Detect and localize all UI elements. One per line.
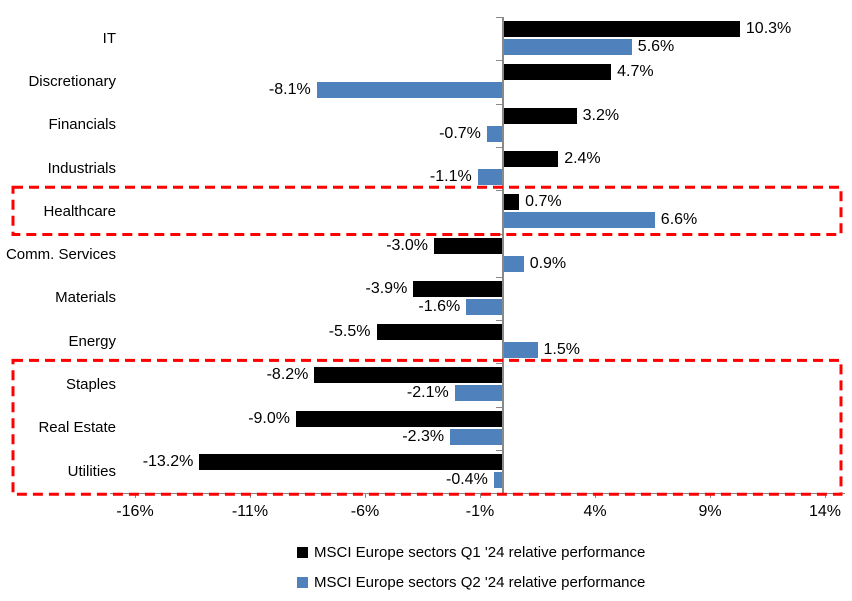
bar-q1 (503, 64, 612, 81)
bar-q2 (477, 168, 503, 185)
category-axis-tick (496, 276, 503, 278)
category-label: Utilities (67, 462, 116, 480)
bar-q2 (503, 342, 538, 359)
category-axis-tick (496, 60, 503, 62)
value-axis-tick (595, 493, 596, 499)
category-axis-tick (496, 363, 503, 365)
category-label: Industrials (47, 159, 116, 177)
bar-q1 (199, 454, 503, 470)
legend-swatch-q1-icon (297, 546, 308, 558)
value-label: 0.9% (529, 254, 567, 272)
value-label: -5.5% (328, 323, 371, 341)
category-axis-tick (496, 320, 503, 322)
bar-q1 (376, 324, 503, 341)
value-label: 3.2% (582, 106, 620, 124)
value-label: 4.7% (617, 63, 654, 81)
bar-q1 (503, 21, 740, 37)
bar-q1 (503, 150, 559, 167)
value-label: -13.2% (142, 453, 194, 470)
bar-q1 (434, 237, 503, 254)
category-axis-line (502, 17, 504, 494)
bar-q2 (503, 255, 524, 272)
category-label: Energy (68, 332, 116, 350)
value-label: -9.0% (248, 409, 290, 427)
category-axis-tick (496, 190, 503, 192)
value-label: 2.4% (564, 149, 601, 167)
legend-item-q2: MSCI Europe sectors Q2 '24 relative perf… (297, 567, 645, 597)
value-label: 0.7% (525, 193, 562, 211)
bar-q2 (486, 125, 503, 142)
value-label: -8.1% (268, 81, 311, 99)
value-axis-tick-label: 4% (583, 503, 607, 521)
value-label: 6.6% (660, 211, 698, 229)
bar-q1 (314, 367, 503, 384)
value-axis-tick (135, 493, 136, 499)
value-label: 10.3% (745, 20, 792, 37)
value-label: -2.3% (402, 427, 445, 445)
bar-q1 (296, 410, 503, 427)
value-label: -3.9% (365, 279, 408, 297)
bar-q1 (503, 107, 577, 124)
value-label: 5.6% (637, 38, 675, 55)
bar-q2 (503, 39, 632, 55)
bar-q2 (450, 428, 503, 445)
category-axis-tick (496, 17, 503, 18)
legend-label-q1: MSCI Europe sectors Q1 '24 relative perf… (314, 543, 646, 561)
bar-q2 (316, 82, 503, 99)
value-axis-tick (250, 493, 251, 499)
value-label: 1.5% (543, 341, 580, 359)
value-label: -1.1% (429, 167, 472, 185)
value-axis-tick-label: 14% (808, 503, 842, 521)
bar-q2 (466, 298, 503, 315)
bar-q1 (413, 280, 503, 297)
bar-q1 (503, 194, 520, 211)
value-axis-tick-label: -1% (465, 503, 495, 521)
legend-swatch-q2-icon (297, 576, 308, 588)
value-label: -1.6% (418, 297, 461, 315)
category-label: Staples (65, 376, 116, 394)
value-label: -8.2% (266, 366, 309, 384)
category-label: Materials (55, 289, 116, 307)
bar-q2 (503, 212, 655, 229)
value-label: -0.4% (446, 471, 488, 488)
category-axis-tick (496, 406, 503, 408)
category-axis-tick (496, 146, 503, 148)
value-axis-tick (480, 493, 481, 499)
category-label: Comm. Services (5, 246, 116, 264)
value-axis-tick (825, 493, 826, 499)
value-axis-line (110, 493, 845, 495)
bar-q2 (454, 385, 503, 402)
legend-item-q1: MSCI Europe sectors Q1 '24 relative perf… (297, 537, 645, 567)
value-label: -3.0% (386, 236, 428, 254)
category-axis-tick (496, 103, 503, 105)
category-axis-tick (496, 450, 503, 451)
value-axis-tick-label: 9% (698, 503, 722, 521)
value-axis-tick-label: -11% (231, 503, 269, 521)
value-axis-tick (710, 493, 711, 499)
legend: MSCI Europe sectors Q1 '24 relative perf… (297, 537, 645, 597)
value-label: -2.1% (406, 384, 449, 402)
category-axis-tick (496, 233, 503, 235)
category-label: Healthcare (43, 202, 116, 220)
category-label: IT (102, 29, 116, 47)
value-axis-tick-label: -6% (350, 503, 380, 521)
value-axis-tick (365, 493, 366, 499)
legend-label-q2: MSCI Europe sectors Q2 '24 relative perf… (314, 573, 646, 591)
category-label: Discretionary (28, 72, 116, 90)
value-label: -0.7% (439, 124, 481, 142)
value-axis-tick-label: -16% (116, 503, 154, 521)
category-label: Financials (48, 116, 116, 134)
category-label: Real Estate (38, 419, 116, 437)
